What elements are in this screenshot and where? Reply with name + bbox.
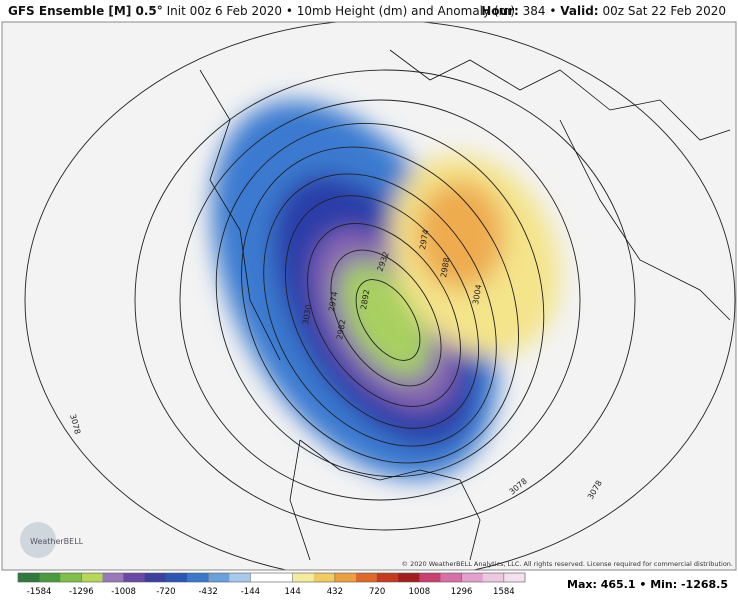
colorbar-segment bbox=[440, 573, 463, 582]
colorbar-segment bbox=[461, 573, 484, 582]
colorbar-label: -144 bbox=[241, 587, 260, 597]
colorbar-segment bbox=[102, 573, 125, 582]
colorbar-segment bbox=[250, 573, 272, 582]
colorbar-segment bbox=[18, 573, 40, 582]
colorbar: -1584 -1296 -1008 -720 -432 -144 144 432 720 1008… bbox=[17, 572, 526, 597]
colorbar-segment bbox=[377, 573, 399, 582]
colorbar-segment bbox=[271, 573, 294, 582]
colorbar-segment bbox=[208, 573, 230, 582]
contour-label: 2892 bbox=[359, 289, 371, 311]
anomaly-shading bbox=[211, 100, 561, 480]
colorbar-segment bbox=[229, 573, 251, 582]
hour: 384 bbox=[522, 4, 546, 18]
copyright: © 2020 WeatherBELL Analytics, LLC. All r… bbox=[402, 560, 733, 568]
valid: 00z Sat 22 Feb 2020 bbox=[602, 4, 726, 18]
colorbar-segment bbox=[482, 573, 505, 582]
colorbar-segment bbox=[313, 573, 336, 582]
model: GFS Ensemble [M] 0.5° bbox=[8, 4, 163, 18]
colorbar-label: -720 bbox=[156, 587, 175, 597]
contour-label: 2982 bbox=[335, 319, 347, 341]
contour-label: 3004 bbox=[471, 284, 483, 306]
logo-mark bbox=[20, 522, 56, 558]
logo: WeatherBELL bbox=[30, 537, 84, 546]
colorbar-label: -1008 bbox=[111, 587, 136, 597]
colorbar-label: -1584 bbox=[27, 587, 52, 597]
colorbar-label: -1296 bbox=[69, 587, 94, 597]
colorbar-segment bbox=[81, 573, 103, 582]
extremes: Max: 465.1 • Min: -1268.5 bbox=[567, 578, 728, 591]
colorbar-segment bbox=[334, 573, 357, 582]
contour-label: 3030 bbox=[301, 304, 313, 326]
colorbar-label: 1296 bbox=[451, 587, 473, 597]
description: Init 00z 6 Feb 2020 • 10mb Height (dm) a… bbox=[166, 4, 515, 18]
coastlines bbox=[199, 49, 731, 561]
valid-label: Valid: bbox=[560, 4, 599, 18]
colorbar-segment bbox=[39, 573, 61, 582]
colorbar-segment bbox=[144, 573, 167, 582]
colorbar-segment bbox=[419, 573, 441, 582]
colorbar-segment bbox=[165, 573, 188, 582]
header-right: Hour: 384 • Valid: 00z Sat 22 Feb 2020 bbox=[481, 4, 726, 18]
map-frame bbox=[1, 21, 737, 571]
colorbar-segment bbox=[292, 573, 315, 582]
contour-label: 2974 bbox=[327, 291, 339, 313]
contour-label: 2988 bbox=[439, 257, 451, 279]
colorbar-label: 144 bbox=[285, 587, 301, 597]
contour-label: 2974 bbox=[418, 229, 430, 251]
hour-label: Hour: bbox=[481, 4, 519, 18]
colorbar-label: 720 bbox=[369, 587, 385, 597]
header-left: GFS Ensemble [M] 0.5° Init 00z 6 Feb 202… bbox=[8, 4, 515, 18]
colorbar-label: 1008 bbox=[409, 587, 431, 597]
colorbar-label: 432 bbox=[327, 587, 343, 597]
colorbar-segment bbox=[503, 573, 526, 582]
colorbar-label: 1584 bbox=[493, 587, 515, 597]
colorbar-segment bbox=[398, 573, 420, 582]
colorbar-label: -432 bbox=[198, 587, 217, 597]
colorbar-segment bbox=[187, 573, 209, 582]
colorbar-segment bbox=[123, 573, 146, 582]
colorbar-segment bbox=[60, 573, 82, 582]
height-contours bbox=[24, 22, 736, 570]
colorbar-frame bbox=[17, 572, 526, 583]
colorbar-segment bbox=[356, 573, 378, 582]
